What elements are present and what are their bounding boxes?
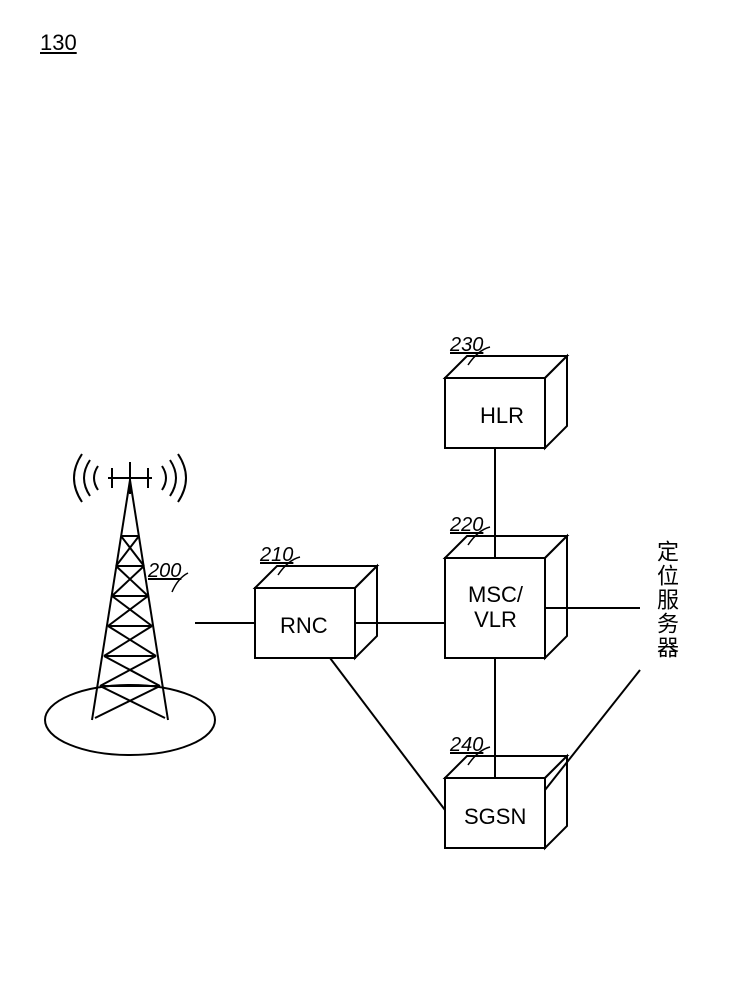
ref-leaders xyxy=(172,347,490,765)
base-station-icon xyxy=(45,454,215,755)
ref-sgsn: 240 xyxy=(450,734,483,757)
sgsn-node xyxy=(445,756,567,848)
diagram-svg xyxy=(0,0,745,1000)
ref-mscvlr: 220 xyxy=(450,514,483,537)
label-rnc: RNC xyxy=(280,613,328,638)
hlr-node xyxy=(445,356,567,448)
ref-rnc: 210 xyxy=(260,544,293,567)
edge-sgsn-server xyxy=(545,670,640,790)
ref-tower: 200 xyxy=(148,560,181,583)
label-mscvlr: MSC/ VLR xyxy=(468,582,523,633)
network-diagram: 130 xyxy=(0,0,745,1000)
server-label: 定位服务器 xyxy=(650,540,682,660)
ref-hlr: 230 xyxy=(450,334,483,357)
label-sgsn: SGSN xyxy=(464,804,526,829)
label-hlr: HLR xyxy=(480,403,524,428)
rnc-node xyxy=(255,566,377,658)
edge-rnc-sgsn xyxy=(330,658,445,810)
